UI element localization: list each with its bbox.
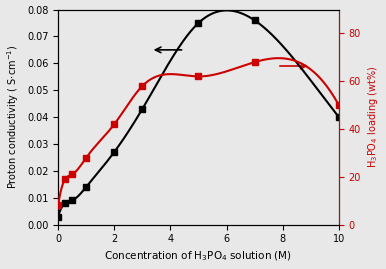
Y-axis label: Proton conductivity ( S$\cdot$cm$^{-1}$): Proton conductivity ( S$\cdot$cm$^{-1}$) (5, 45, 21, 189)
Y-axis label: H$_3$PO$_4$ loading (wt%): H$_3$PO$_4$ loading (wt%) (366, 66, 381, 168)
X-axis label: Concentration of H$_3$PO$_4$ solution (M): Concentration of H$_3$PO$_4$ solution (M… (105, 250, 293, 263)
